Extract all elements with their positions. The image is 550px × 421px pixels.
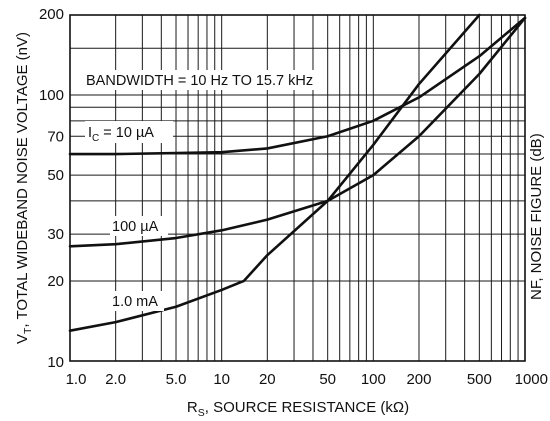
x-tick-label: 10 xyxy=(213,371,230,388)
y-tick-labels: 10 20 30 50 70 100 200 xyxy=(39,6,64,371)
y-tick-label: 70 xyxy=(47,128,64,145)
curve-1ma xyxy=(68,13,481,332)
series-curves xyxy=(68,13,527,332)
x-tick-label: 1000 xyxy=(515,371,548,388)
series-label-bg-2 xyxy=(110,216,168,236)
x-tick-label: 50 xyxy=(319,371,336,388)
series-label-ic-10ua: IC = 10 µA xyxy=(88,125,154,144)
x-tick-label: 1.0 xyxy=(66,371,87,388)
x-tick-label: 500 xyxy=(467,371,492,388)
curve-100ua xyxy=(68,16,527,248)
x-tick-label: 2.0 xyxy=(105,371,126,388)
curve-ic-10ua xyxy=(68,16,527,156)
plot-frame xyxy=(69,14,526,362)
y-tick-label: 200 xyxy=(39,6,64,23)
y-tick-label: 100 xyxy=(39,87,64,104)
series-label-bg-1 xyxy=(85,121,173,143)
right-axis-title: NF, NOISE FIGURE (dB) xyxy=(528,133,545,300)
x-tick-label: 100 xyxy=(361,371,386,388)
x-tick-labels: 1.0 2.0 5.0 10 20 50 100 200 500 1000 xyxy=(66,371,548,388)
y-tick-label: 30 xyxy=(47,226,64,243)
x-axis-title: RS, SOURCE RESISTANCE (kΩ) xyxy=(187,399,409,419)
y-axis-title: VT, TOTAL WIDEBAND NOISE VOLTAGE (nV) xyxy=(14,32,34,344)
series-label-1ma: 1.0 mA xyxy=(112,294,158,310)
x-tick-label: 20 xyxy=(259,371,276,388)
series-label-bg-3 xyxy=(110,291,164,311)
y-tick-label: 10 xyxy=(47,354,64,371)
series-label-100ua: 100 µA xyxy=(112,219,159,235)
y-tick-label: 20 xyxy=(47,273,64,290)
bandwidth-annotation: BANDWIDTH = 10 Hz TO 15.7 kHz xyxy=(86,73,313,89)
bandwidth-annotation-bg xyxy=(84,70,316,90)
x-tick-label: 5.0 xyxy=(166,371,187,388)
y-tick-label: 50 xyxy=(47,167,64,184)
x-tick-label: 200 xyxy=(406,371,431,388)
